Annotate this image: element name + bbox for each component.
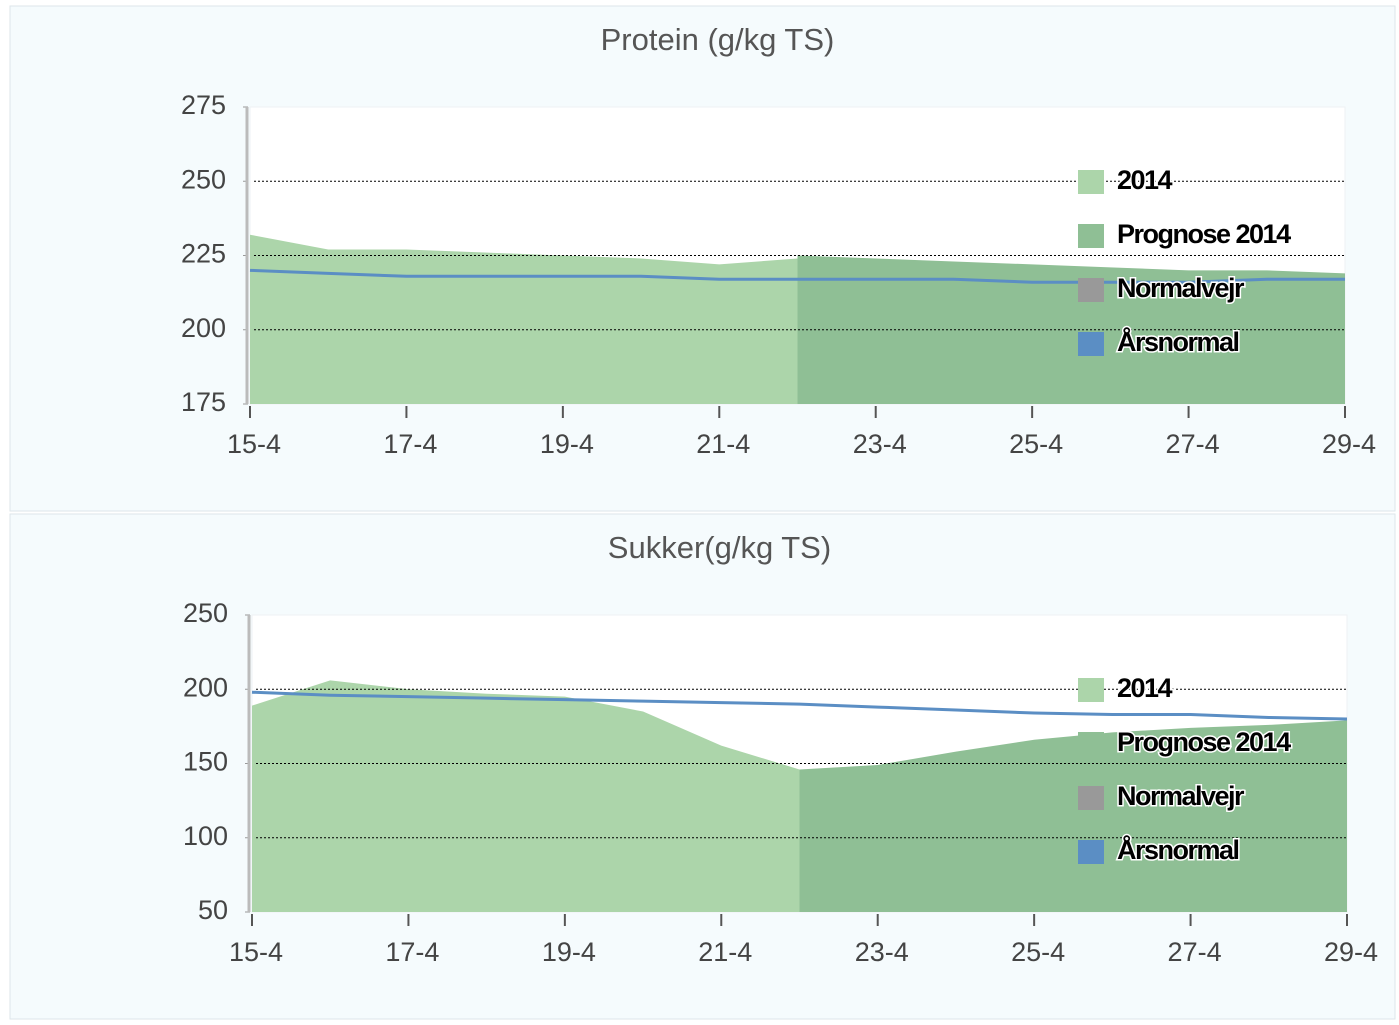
y-tick-label: 250 xyxy=(183,598,228,628)
legend-label: Prognose 2014 xyxy=(1117,219,1291,249)
y-tick-label: 200 xyxy=(181,313,226,343)
y-tick-label: 225 xyxy=(181,239,226,269)
x-tick-label: 25-4 xyxy=(1009,429,1063,459)
y-tick-label: 175 xyxy=(181,387,226,417)
legend-swatch xyxy=(1078,786,1104,810)
x-tick-label: 15-4 xyxy=(229,937,283,967)
legend-label: 2014 xyxy=(1117,165,1173,195)
chart-panel: Protein (g/kg TS) 175 200 225 250 275 15-4 17-4… xyxy=(9,5,1396,512)
legend-label: 2014 xyxy=(1117,673,1173,703)
chart-title: Sukker(g/kg TS) xyxy=(608,530,831,565)
chart-panel: Sukker(g/kg TS) 50 100 150 200 250 15-4 17-4 19-… xyxy=(9,513,1396,1020)
legend-swatch xyxy=(1078,732,1104,756)
y-tick-label: 150 xyxy=(183,747,228,777)
y-tick-label: 275 xyxy=(181,90,226,120)
line-series xyxy=(251,690,1348,721)
legend-label: Prognose 2014 xyxy=(1117,727,1291,757)
x-tick-label: 29-4 xyxy=(1322,429,1376,459)
legend-swatch xyxy=(1078,840,1104,864)
x-tick-label: 23-4 xyxy=(853,429,907,459)
x-tick-label: 21-4 xyxy=(698,937,752,967)
legend-swatch xyxy=(1078,678,1104,702)
chart-title: Protein (g/kg TS) xyxy=(601,22,835,57)
x-tick-label: 19-4 xyxy=(542,937,596,967)
legend-swatch xyxy=(1078,278,1104,302)
legend-swatch xyxy=(1078,170,1104,194)
legend-swatch xyxy=(1078,224,1104,248)
x-tick-label: 21-4 xyxy=(696,429,750,459)
legend-label: Normalvejr xyxy=(1117,273,1245,303)
area-series xyxy=(799,720,1347,912)
legend-label: Årsnormal xyxy=(1117,834,1239,865)
x-tick-label: 15-4 xyxy=(227,429,281,459)
y-tick-label: 200 xyxy=(183,672,228,702)
x-tick-label: 29-4 xyxy=(1324,937,1378,967)
x-tick-label: 17-4 xyxy=(385,937,439,967)
y-tick-label: 100 xyxy=(183,821,228,851)
legend-swatch xyxy=(1078,332,1104,356)
x-tick-label: 17-4 xyxy=(383,429,437,459)
x-tick-label: 27-4 xyxy=(1168,937,1222,967)
x-tick-label: 19-4 xyxy=(540,429,594,459)
x-tick-label: 27-4 xyxy=(1166,429,1220,459)
x-tick-label: 25-4 xyxy=(1011,937,1065,967)
y-tick-label: 250 xyxy=(181,164,226,194)
legend-label: Normalvejr xyxy=(1117,781,1245,811)
area-series xyxy=(252,680,800,912)
x-tick-label: 23-4 xyxy=(855,937,909,967)
y-tick-label: 50 xyxy=(198,895,228,925)
legend-label: Årsnormal xyxy=(1117,326,1239,357)
line-series xyxy=(249,268,1345,284)
